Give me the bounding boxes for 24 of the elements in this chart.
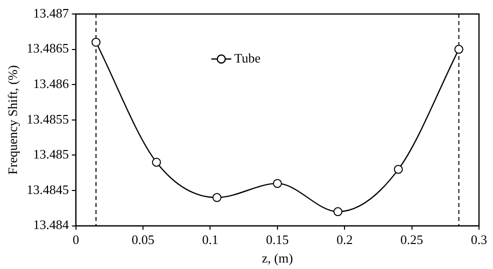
x-tick-label: 0 <box>72 232 80 248</box>
y-tick-label: 13.487 <box>33 5 70 20</box>
y-tick-label: 13.486 <box>33 76 70 92</box>
point <box>212 193 222 202</box>
point <box>152 158 161 167</box>
y-tick-label: 13.485 <box>33 146 69 162</box>
point <box>92 38 101 47</box>
y-axis-title: Frequency Shift, (%) <box>5 65 20 175</box>
point <box>272 178 282 188</box>
x-tick-label: 0.15 <box>266 232 289 248</box>
x-tick-label: 0.2 <box>336 232 353 248</box>
point <box>394 164 403 174</box>
x-tick-label: 0.1 <box>202 232 218 248</box>
x-tick-label: 0.3 <box>470 232 488 248</box>
x-axis-title: z, (m) <box>262 250 293 266</box>
y-tick-label: 13.484 <box>33 217 70 232</box>
y-tick-label: 13.4845 <box>26 182 69 197</box>
legend-label: Tube <box>234 50 261 66</box>
y-tick-label: 13.4865 <box>26 40 69 56</box>
x-tick-label: 0.25 <box>400 232 424 248</box>
point <box>333 207 342 216</box>
x-tick-label: 0.05 <box>132 232 154 248</box>
point <box>454 44 464 54</box>
y-tick-label: 13.4855 <box>26 111 69 126</box>
